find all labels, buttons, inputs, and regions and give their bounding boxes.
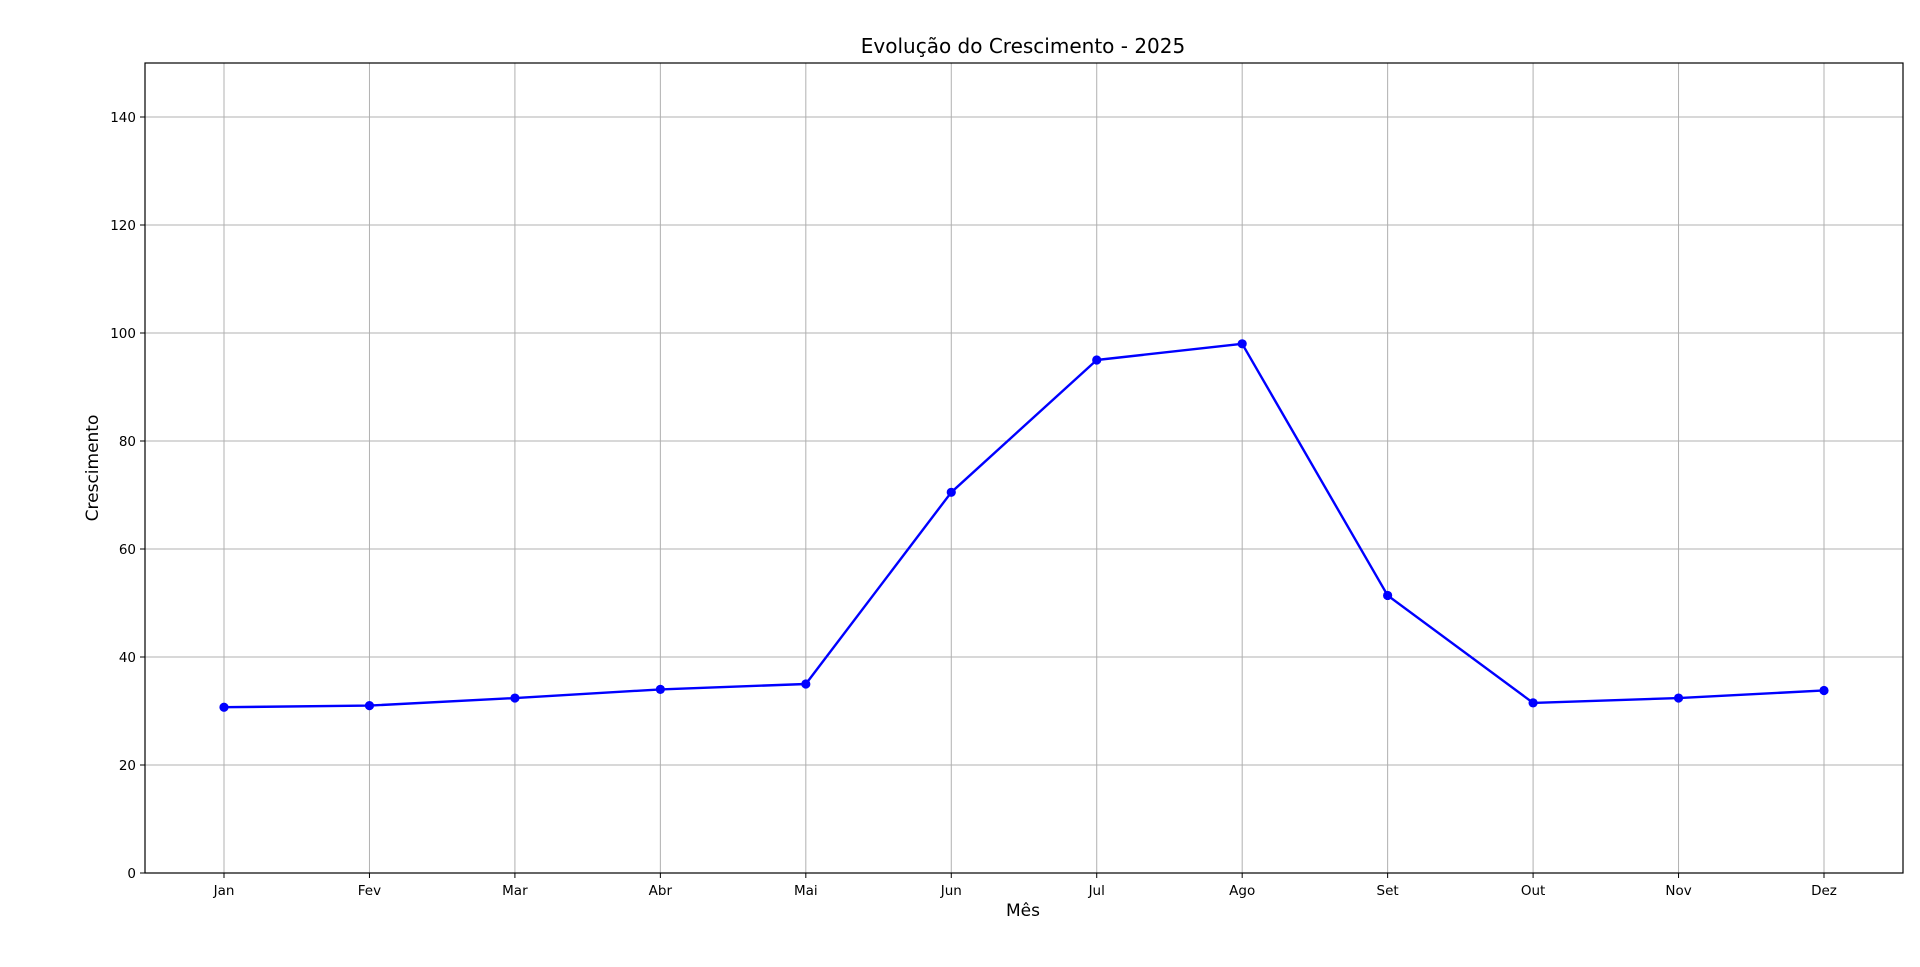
y-tick-label: 40 [119,650,136,666]
y-tick-label: 100 [110,326,136,342]
y-tick-label: 80 [119,434,136,450]
data-point-abr [655,684,665,695]
chart-title: Evolução do Crescimento - 2025 [861,34,1185,58]
x-tick-label: Ago [1229,883,1255,899]
y-tick-label: 60 [119,542,136,558]
x-tick-label: Jun [940,883,962,899]
series-line [223,342,1825,709]
data-point-mar [510,693,520,703]
data-point-ago [1237,339,1247,349]
data-point-nov [1673,693,1684,703]
x-tick-label: Nov [1665,883,1691,899]
data-point-out [1528,698,1538,708]
grid [145,63,1903,874]
x-tick-label: Jan [213,883,235,899]
x-tick-label: Set [1377,883,1399,899]
y-axis-ticks: 0 20 40 60 80 100 120 140 [110,110,145,882]
x-tick-label: Out [1521,883,1545,899]
y-tick-label: 120 [110,218,136,234]
y-tick-label: 20 [119,758,136,774]
series-layer [219,339,1829,712]
x-tick-label: Abr [649,883,673,899]
data-point-set [1383,590,1393,601]
x-axis-title: Mês [1006,901,1040,921]
x-tick-label: Fev [358,883,381,899]
data-point-mai [801,679,811,689]
x-tick-label: Dez [1811,883,1837,899]
x-tick-label: Mar [502,883,528,899]
data-point-jul [1092,355,1102,365]
x-tick-label: Jul [1088,883,1105,899]
plot-area-frame [144,62,1904,874]
y-tick-label: 0 [127,866,136,882]
data-point-fev [364,701,375,711]
data-point-dez [1819,685,1829,696]
x-tick-label: Mai [794,883,818,899]
data-point-jun [946,487,956,497]
data-point-jan [219,702,229,712]
y-tick-label: 140 [110,110,136,126]
x-axis-ticks: Jan Fev Mar Abr Mai Jun Jul Ago Set Out Nov Dez [213,873,1837,899]
y-axis-title: Crescimento [83,415,103,522]
